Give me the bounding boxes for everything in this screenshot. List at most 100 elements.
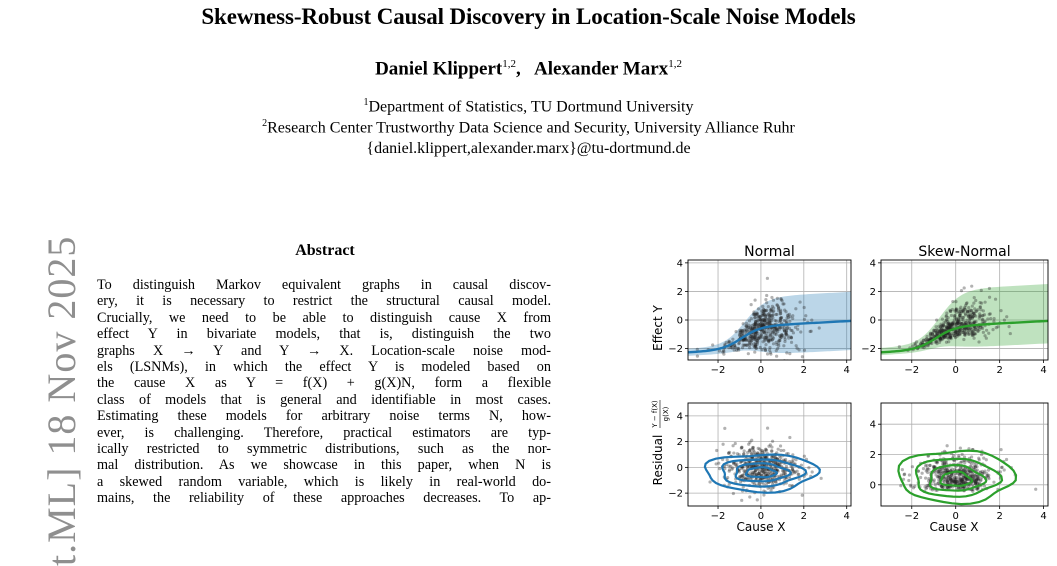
ylabel-residual: Residual (651, 435, 665, 486)
data-point (772, 476, 777, 480)
data-point (756, 446, 760, 450)
data-point (943, 469, 947, 473)
data-point (973, 477, 977, 481)
data-point (732, 451, 736, 455)
data-point (922, 338, 926, 343)
data-point (954, 307, 958, 311)
data-point (795, 346, 799, 350)
data-point (947, 322, 951, 326)
data-point (978, 305, 982, 310)
data-point (950, 475, 954, 480)
data-point (753, 320, 758, 324)
data-point (782, 328, 786, 332)
data-point (783, 339, 787, 344)
data-point (947, 340, 951, 344)
data-point (751, 472, 755, 476)
data-point (726, 475, 730, 480)
data-point (937, 474, 941, 478)
data-point (776, 330, 780, 334)
data-point (969, 314, 973, 318)
data-point (916, 469, 920, 473)
data-point (942, 328, 947, 332)
data-point (968, 316, 972, 320)
data-point (762, 472, 766, 476)
data-point (761, 330, 766, 334)
data-point (938, 329, 942, 333)
data-point (935, 461, 939, 465)
data-point (918, 342, 923, 346)
data-point (902, 473, 906, 477)
data-point (947, 326, 951, 331)
data-point (923, 464, 928, 468)
data-point (977, 475, 981, 479)
data-point (944, 460, 948, 465)
data-point (765, 336, 769, 340)
data-point (764, 297, 768, 302)
y-tick-label: 2 (677, 437, 683, 448)
density-contour (703, 453, 821, 494)
data-point (763, 319, 767, 323)
data-point (753, 469, 758, 473)
data-point (959, 310, 964, 314)
data-point (975, 468, 979, 472)
data-point (965, 301, 969, 305)
data-point (951, 322, 955, 326)
data-point (754, 320, 758, 324)
abstract-line: class of models that is general and iden… (97, 391, 551, 408)
data-point (764, 309, 768, 313)
confidence-band (688, 291, 851, 356)
data-point (756, 331, 760, 335)
data-point (780, 326, 785, 330)
data-point (737, 341, 741, 345)
data-point (950, 307, 955, 312)
data-point (763, 309, 767, 313)
data-point (986, 475, 991, 479)
data-point (767, 334, 771, 338)
data-point (763, 335, 767, 340)
density-contour (928, 463, 988, 492)
data-point (937, 330, 941, 334)
data-point (757, 314, 762, 318)
data-point (955, 479, 960, 484)
data-point (974, 314, 978, 318)
data-point (953, 477, 957, 481)
data-point (987, 295, 992, 299)
data-point (978, 470, 982, 474)
data-point (738, 328, 742, 332)
data-point (964, 476, 968, 481)
data-point (972, 320, 976, 324)
data-point (776, 474, 780, 479)
data-point (786, 313, 790, 317)
data-point (784, 329, 788, 333)
data-point (721, 350, 725, 354)
data-point (957, 486, 961, 490)
data-point (951, 322, 955, 326)
data-point (770, 439, 775, 443)
data-point (753, 332, 758, 336)
data-point (934, 460, 938, 464)
data-point (795, 469, 799, 473)
data-point (802, 454, 806, 458)
data-point (742, 449, 746, 453)
data-point (947, 322, 952, 327)
data-point (936, 470, 940, 474)
data-point (757, 473, 761, 477)
data-point (750, 336, 754, 340)
data-point (943, 469, 947, 473)
data-point (784, 333, 788, 337)
data-point (759, 323, 763, 327)
data-point (791, 331, 796, 335)
data-point (974, 482, 978, 486)
data-point (755, 311, 759, 315)
data-point (978, 305, 982, 309)
data-point (753, 345, 757, 349)
data-point (780, 333, 784, 337)
data-point (796, 472, 800, 476)
x-tick-label: −2 (904, 511, 919, 522)
data-point (949, 335, 953, 339)
data-point (774, 327, 778, 331)
data-point (951, 478, 955, 482)
data-point (769, 333, 773, 337)
data-point (770, 314, 775, 318)
data-point (762, 482, 766, 487)
